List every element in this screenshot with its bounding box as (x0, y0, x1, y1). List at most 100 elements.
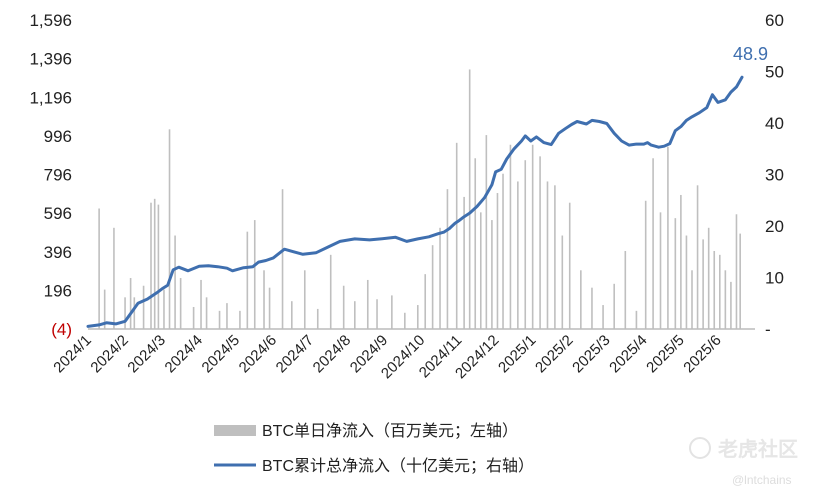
daily-inflow-bar (192, 306, 195, 329)
x-tick-label: 2024/3 (124, 332, 168, 376)
daily-inflow-bar (613, 283, 615, 329)
daily-inflow-bar (316, 308, 319, 329)
daily-inflow-bar (455, 142, 458, 329)
right-tick-label: 30 (765, 166, 784, 185)
left-tick-label: 1,396 (29, 50, 72, 69)
daily-inflow-bar (702, 239, 704, 329)
watermark-logo-icon (689, 437, 711, 459)
daily-inflow-bar (226, 303, 228, 329)
daily-inflow-bar (150, 202, 152, 329)
left-tick-label: 596 (44, 204, 72, 223)
daily-inflow-bar (591, 287, 593, 329)
daily-inflow-bar (113, 227, 115, 329)
daily-inflow-bar (691, 270, 693, 329)
daily-inflow-bar (707, 227, 710, 329)
daily-inflow-bar (554, 185, 556, 329)
x-tick-label: 2024/6 (236, 332, 280, 376)
left-tick-label: 796 (44, 166, 72, 185)
watermark-text: 老虎社区 (718, 437, 798, 461)
right-tick-label: 50 (765, 63, 784, 82)
left-tick-label: 396 (44, 243, 72, 262)
daily-inflow-bar (218, 310, 221, 329)
daily-inflow-bar (730, 281, 732, 329)
cumulative-inflow-line (86, 75, 744, 328)
daily-inflow-bar (303, 270, 306, 329)
daily-inflow-bar (713, 250, 716, 329)
daily-inflow-bar (446, 189, 449, 329)
daily-inflow-bar (635, 310, 638, 329)
daily-inflow-bar (602, 305, 604, 329)
daily-inflow-bar (168, 129, 171, 329)
daily-inflow-bar (546, 181, 549, 329)
daily-inflow-bar (174, 235, 176, 329)
right-tick-label: 20 (765, 217, 784, 236)
daily-inflow-bar (342, 285, 345, 329)
left-tick-label: 1,196 (29, 88, 72, 107)
daily-inflow-bar (524, 160, 527, 329)
daily-inflow-bar (268, 287, 271, 329)
daily-inflow-bar (580, 270, 582, 329)
daily-inflow-bar (659, 212, 662, 329)
left-axis-ticks: (4) 196 396 596 796 996 1,196 1,396 1,596 (29, 11, 72, 339)
x-tick-label: 2024/5 (199, 332, 243, 376)
left-tick-label: 996 (44, 127, 72, 146)
x-tick-label: 2024/7 (273, 332, 317, 376)
daily-inflow-bar (263, 270, 265, 329)
daily-inflow-bar (652, 158, 654, 329)
daily-inflow-bar (667, 146, 669, 329)
daily-inflow-bar (391, 295, 393, 329)
daily-inflow-bar (431, 245, 434, 329)
right-tick-label: 60 (765, 11, 784, 30)
daily-inflow-bar (142, 285, 145, 329)
legend-bar-swatch (214, 425, 256, 436)
daily-inflow-bars (98, 69, 741, 329)
daily-inflow-bar (239, 310, 241, 329)
daily-inflow-bar (291, 301, 293, 329)
daily-inflow-bar (735, 214, 738, 329)
daily-inflow-bar (539, 156, 541, 329)
right-tick-label: 10 (765, 269, 784, 288)
legend-label-cumulative: BTC累计总净流入（十亿美元；右轴） (262, 457, 534, 475)
legend: BTC单日净流入（百万美元；左轴） BTC累计总净流入（十亿美元；右轴） (214, 422, 534, 475)
daily-inflow-bar (674, 218, 677, 329)
daily-inflow-bar (680, 194, 682, 329)
daily-inflow-bar (179, 278, 182, 329)
end-value-label: 48.9 (733, 44, 768, 64)
daily-inflow-bar (474, 158, 477, 329)
daily-inflow-bar (133, 297, 136, 329)
daily-inflow-bar (485, 135, 488, 329)
daily-inflow-bar (354, 301, 356, 329)
daily-inflow-bar (281, 189, 284, 329)
daily-inflow-bar (517, 181, 519, 329)
daily-inflow-bar (724, 270, 727, 329)
right-axis-ticks: - 10 20 30 40 50 60 (765, 11, 784, 339)
daily-inflow-bar (568, 202, 571, 329)
x-axis-ticks: 2024/12024/22024/32024/42024/52024/62024… (50, 332, 724, 382)
left-tick-label: (4) (51, 320, 72, 339)
x-tick-label: 2025/2 (532, 332, 576, 376)
daily-inflow-bar (463, 196, 465, 329)
daily-inflow-bar (685, 235, 688, 329)
daily-inflow-bar (531, 144, 534, 329)
daily-inflow-bar (376, 299, 378, 329)
daily-inflow-bar (496, 193, 499, 329)
x-tick-label: 2025/5 (643, 332, 687, 376)
x-tick-label: 2025/3 (569, 332, 613, 376)
legend-label-daily: BTC单日净流入（百万美元；左轴） (262, 422, 518, 440)
daily-inflow-bar (696, 185, 699, 329)
daily-inflow-bar (329, 254, 332, 329)
x-tick-label: 2025/1 (495, 332, 539, 376)
daily-inflow-bar (509, 144, 512, 329)
x-tick-label: 2025/6 (680, 332, 724, 376)
daily-inflow-bar (98, 208, 100, 329)
daily-inflow-bar (644, 200, 647, 329)
watermark-handle: @lntchains (732, 473, 792, 487)
daily-inflow-bar (157, 204, 160, 329)
daily-inflow-bar (491, 220, 493, 329)
right-tick-label: - (765, 320, 771, 339)
daily-inflow-bar (502, 173, 504, 329)
daily-inflow-bar (561, 235, 564, 329)
left-tick-label: 1,596 (29, 11, 72, 30)
daily-inflow-bar (416, 305, 419, 329)
